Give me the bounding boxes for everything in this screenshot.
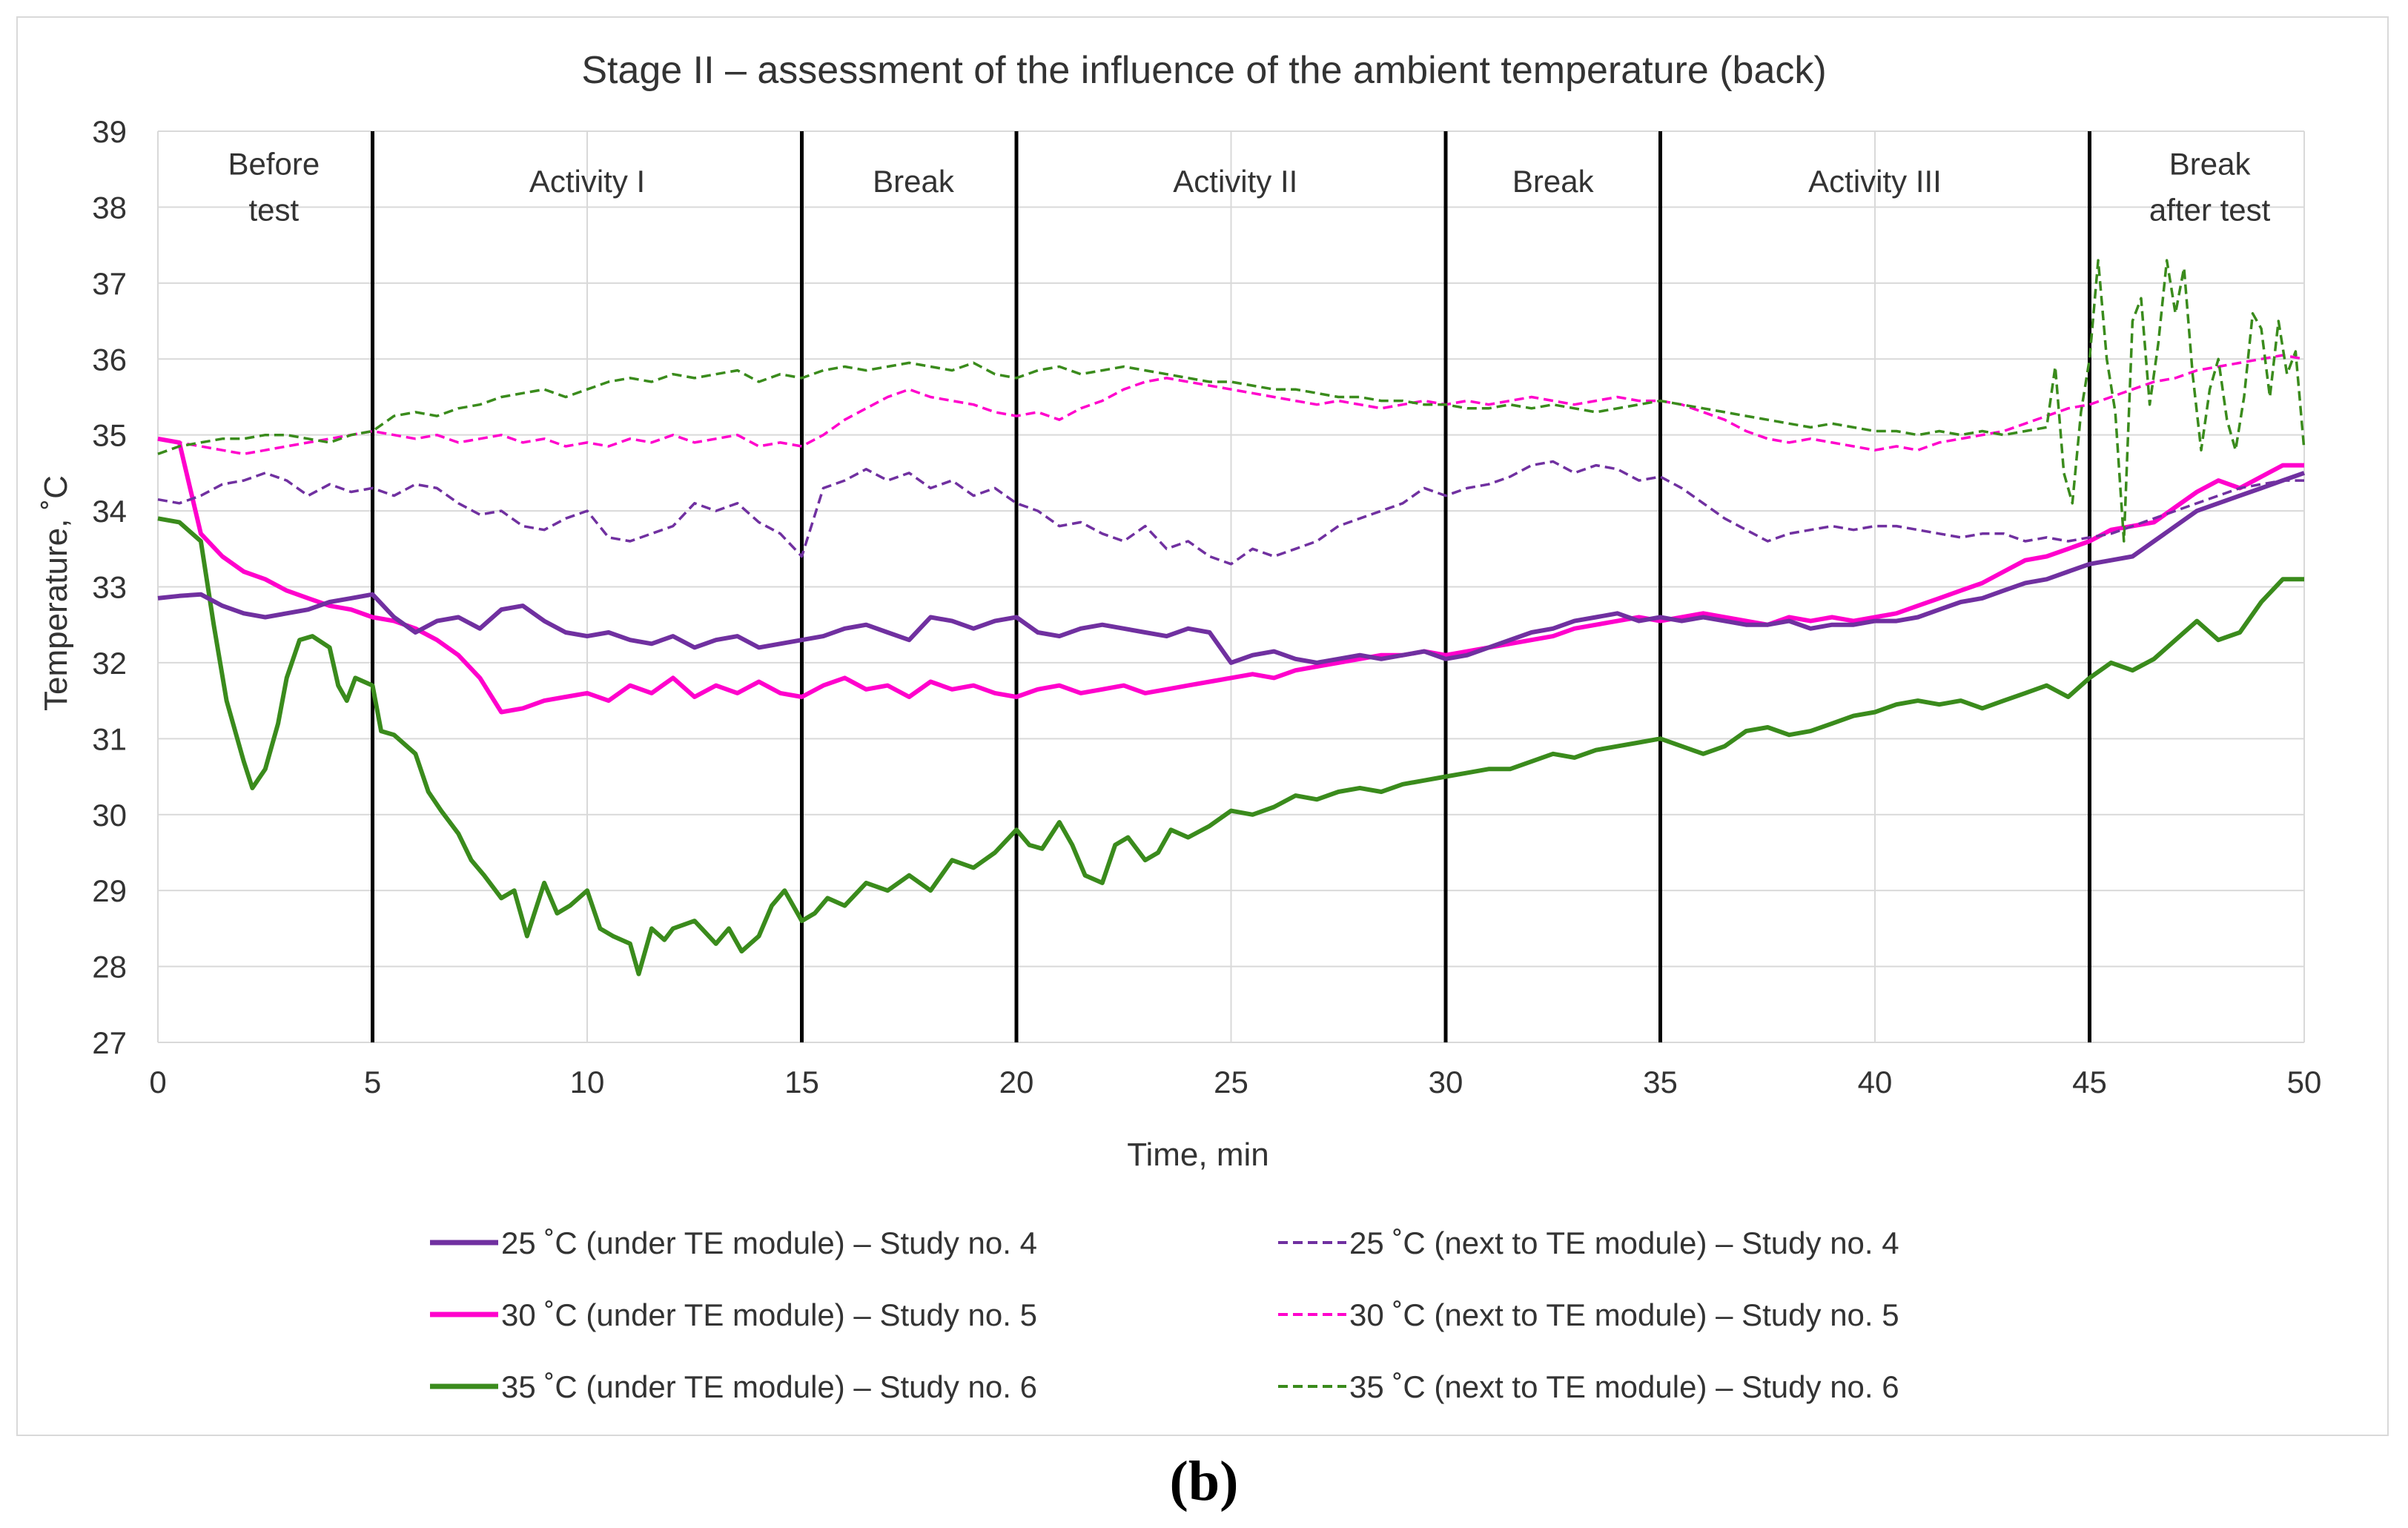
phase-label: Before test — [228, 146, 320, 227]
y-tick-label: 30 — [92, 798, 127, 833]
series-line — [157, 516, 2304, 976]
phase-label-line: Before — [228, 146, 320, 181]
x-axis-label: Time, min — [1127, 1137, 1269, 1173]
y-tick-label: 37 — [92, 266, 127, 301]
x-tick-label: 40 — [1858, 1065, 1893, 1099]
phase-label: Activity II — [1173, 164, 1297, 199]
y-tick-label: 39 — [92, 114, 127, 149]
x-tick-label: 30 — [1429, 1065, 1463, 1099]
panel-label: (b) — [0, 1449, 2408, 1514]
legend-entry: 30 ˚C (under TE module) – Study no. 5 — [501, 1297, 1037, 1332]
phase-label: Break — [1512, 164, 1595, 199]
legend-entry: 30 ˚C (next to TE module) – Study no. 5 — [1349, 1297, 1899, 1332]
series-line — [157, 436, 2304, 715]
phase-markers: Before test Activity I Break Activity II Brea… — [228, 131, 2271, 1042]
y-tick-label: 36 — [92, 342, 127, 377]
x-tick-label: 15 — [784, 1065, 819, 1099]
x-tick-label: 10 — [570, 1065, 605, 1099]
series — [157, 259, 2306, 976]
phase-label: Break after test — [2149, 146, 2271, 227]
series-line — [157, 471, 2305, 665]
x-tick-label: 0 — [149, 1065, 166, 1099]
phase-label: Activity I — [529, 164, 645, 199]
phase-label-line: Break — [2169, 146, 2252, 181]
x-tick-label: 35 — [1643, 1065, 1678, 1099]
y-tick-label: 32 — [92, 646, 127, 681]
phase-label-line: test — [248, 192, 299, 227]
legend-entry: 35 ˚C (next to TE module) – Study no. 6 — [1349, 1369, 1899, 1404]
grid — [157, 130, 2305, 1043]
y-tick-label: 31 — [92, 721, 127, 756]
y-tick-label: 29 — [92, 873, 127, 908]
x-tick-label: 50 — [2287, 1065, 2322, 1099]
x-tick-label: 45 — [2072, 1065, 2107, 1099]
y-axis-label: Temperature, ˚C — [38, 475, 74, 711]
chart-title: Stage II – assessment of the influence o… — [581, 49, 1826, 92]
x-tick-label: 20 — [999, 1065, 1034, 1099]
series-line — [157, 259, 2306, 543]
legend-entry: 35 ˚C (under TE module) – Study no. 6 — [501, 1369, 1037, 1404]
series-line — [157, 460, 2304, 566]
panel-label-text: (b) — [1169, 1450, 1239, 1512]
phase-label-line: after test — [2149, 192, 2271, 227]
legend-entry: 25 ˚C (next to TE module) – Study no. 4 — [1349, 1226, 1899, 1260]
y-tick-label: 35 — [92, 418, 127, 453]
legend-entry: 25 ˚C (under TE module) – Study no. 4 — [501, 1226, 1037, 1260]
y-tick-label: 28 — [92, 950, 127, 985]
axes: 27 28 29 30 31 32 33 34 35 36 37 38 39 0 5 10 15 20 25 30 35… — [92, 114, 2321, 1099]
x-tick-label: 25 — [1214, 1065, 1248, 1099]
y-tick-label: 33 — [92, 570, 127, 605]
y-tick-label: 38 — [92, 190, 127, 225]
phase-label: Break — [873, 164, 955, 199]
legend: 25 ˚C (under TE module) – Study no. 4 25 … — [430, 1226, 1899, 1404]
y-tick-label: 27 — [92, 1025, 127, 1060]
y-tick-label: 34 — [92, 494, 127, 529]
phase-label: Activity III — [1808, 164, 1942, 199]
chart-frame — [16, 16, 2389, 1436]
series-line — [157, 354, 2305, 456]
x-tick-label: 5 — [364, 1065, 381, 1099]
